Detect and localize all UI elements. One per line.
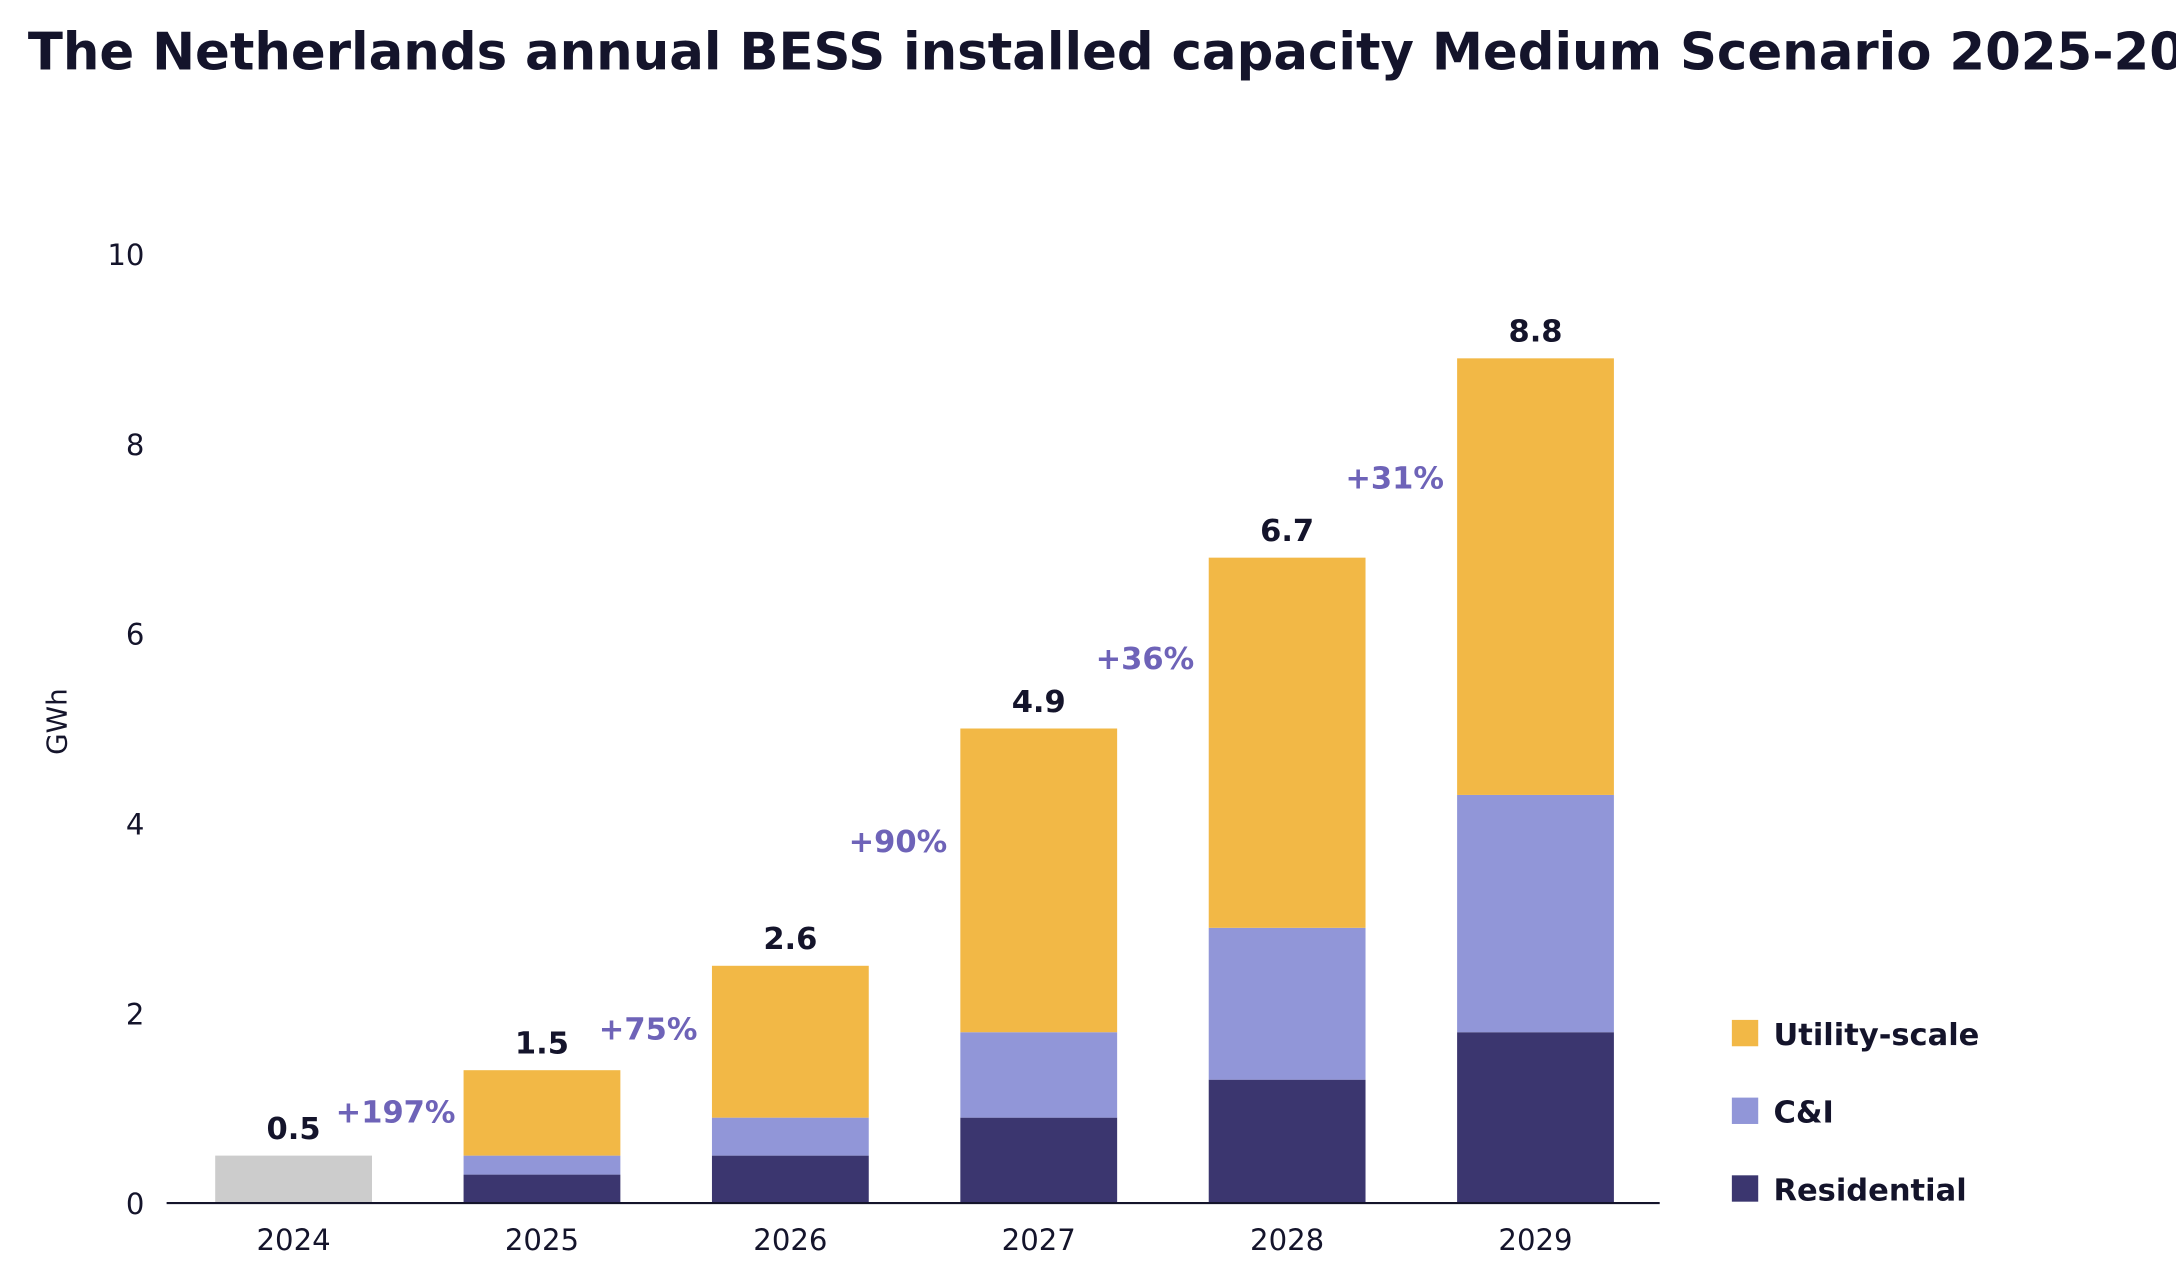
bar-c-i-2027 xyxy=(960,1032,1118,1118)
bar-historical-2024 xyxy=(215,1155,372,1204)
bar-c-i-2028 xyxy=(1208,927,1366,1080)
x-tick-label: 2028 xyxy=(1250,1223,1324,1257)
total-label: 1.5 xyxy=(515,1027,569,1062)
x-tick-label: 2025 xyxy=(505,1223,579,1257)
bar-c-i-2025 xyxy=(463,1155,621,1175)
bar-residential-2029 xyxy=(1457,1032,1614,1204)
legend-swatch-c-i xyxy=(1731,1097,1759,1124)
bar-residential-2026 xyxy=(711,1155,869,1204)
x-tick-label: 2026 xyxy=(753,1223,827,1257)
bar-c-i-2026 xyxy=(711,1117,869,1156)
total-label: 6.7 xyxy=(1260,514,1314,549)
growth-label: +90% xyxy=(849,825,948,860)
bar-residential-2028 xyxy=(1208,1079,1366,1204)
bar-utility-scale-2029 xyxy=(1457,358,1614,795)
growth-label: +31% xyxy=(1345,461,1444,496)
legend-swatch-utility-scale xyxy=(1731,1019,1759,1047)
total-label: 0.5 xyxy=(267,1112,321,1147)
y-tick-label: 2 xyxy=(126,997,145,1031)
bar-residential-2027 xyxy=(960,1117,1118,1204)
legend-label: C&I xyxy=(1773,1096,1833,1131)
total-label: 2.6 xyxy=(763,922,817,957)
legend-swatch-residential xyxy=(1731,1175,1759,1202)
x-tick-label: 2027 xyxy=(1002,1223,1076,1257)
bar-residential-2025 xyxy=(463,1174,621,1204)
bar-utility-scale-2028 xyxy=(1208,557,1366,928)
y-tick-label: 8 xyxy=(126,428,145,462)
bar-utility-scale-2027 xyxy=(960,728,1118,1033)
x-tick-label: 2029 xyxy=(1498,1223,1572,1257)
chart-title: The Netherlands annual BESS installed ca… xyxy=(28,22,2176,82)
x-tick-label: 2024 xyxy=(257,1223,331,1257)
y-tick-label: 4 xyxy=(126,808,145,842)
total-label: 4.9 xyxy=(1012,685,1066,720)
bar-c-i-2029 xyxy=(1457,794,1614,1033)
bar-utility-scale-2026 xyxy=(711,965,869,1118)
y-tick-label: 10 xyxy=(107,238,144,272)
legend-label: Residential xyxy=(1773,1173,1966,1208)
y-tick-label: 6 xyxy=(126,618,145,652)
legend-label: Utility-scale xyxy=(1773,1018,1979,1053)
total-label: 8.8 xyxy=(1508,315,1562,350)
bar-utility-scale-2025 xyxy=(463,1070,621,1156)
y-axis-label: GWh xyxy=(41,688,74,755)
y-tick-label: 0 xyxy=(126,1187,145,1221)
growth-label: +36% xyxy=(1096,642,1195,677)
growth-label: +75% xyxy=(599,1012,698,1047)
growth-label: +197% xyxy=(336,1096,456,1131)
